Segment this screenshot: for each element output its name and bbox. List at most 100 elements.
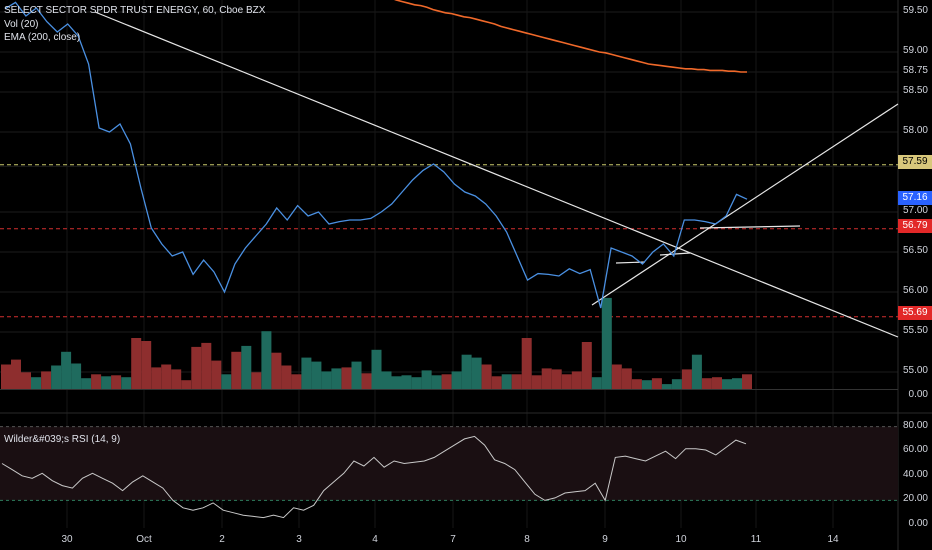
volume-bar xyxy=(511,374,522,389)
price-tick-label: 55.50 xyxy=(902,325,928,336)
volume-bars xyxy=(0,297,898,390)
volume-bar xyxy=(191,346,202,389)
volume-bar xyxy=(151,367,162,389)
volume-bar xyxy=(371,349,382,389)
volume-bar xyxy=(11,359,21,389)
volume-bar xyxy=(531,375,542,389)
rsi-band xyxy=(0,426,898,501)
volume-bar xyxy=(161,364,172,389)
volume-bar xyxy=(701,378,712,389)
volume-bar xyxy=(321,371,332,389)
time-tick-label: 2 xyxy=(219,534,225,545)
volume-tick-label: 0.00 xyxy=(908,389,928,400)
price-tick-label: 57.00 xyxy=(902,205,928,216)
volume-bar xyxy=(91,374,102,389)
volume-bar xyxy=(291,374,302,389)
volume-bar xyxy=(131,338,142,389)
volume-bar xyxy=(431,375,442,389)
volume-bar xyxy=(671,379,682,389)
volume-bar xyxy=(331,368,342,389)
volume-bar xyxy=(171,369,182,389)
volume-bar xyxy=(121,377,132,389)
volume-bar xyxy=(141,341,152,389)
price-badge: 57.16 xyxy=(898,191,932,205)
rsi-tick-label: 0.00 xyxy=(908,518,928,529)
time-tick-label: 7 xyxy=(450,534,456,545)
symbol-legend[interactable]: SELECT SECTOR SPDR TRUST ENERGY, 60, Cbo… xyxy=(4,5,266,16)
rsi-pane xyxy=(0,426,898,519)
volume-bar xyxy=(71,363,82,389)
volume-bar xyxy=(1,364,11,389)
time-tick-label: 4 xyxy=(372,534,378,545)
volume-bar xyxy=(722,379,732,389)
volume-bar xyxy=(611,364,622,389)
volume-bar xyxy=(271,352,282,389)
volume-bar xyxy=(311,361,322,389)
trendlines xyxy=(94,11,899,338)
volume-bar xyxy=(471,357,482,389)
price-tick-label: 58.50 xyxy=(902,85,928,96)
volume-bar xyxy=(521,338,532,389)
volume-bar xyxy=(451,371,462,389)
volume-bar xyxy=(742,374,752,389)
volume-bar xyxy=(691,354,702,389)
rsi-tick-label: 40.00 xyxy=(902,468,928,480)
volume-bar xyxy=(181,380,192,389)
volume-bar xyxy=(51,365,62,389)
rsi-tick-label: 60.00 xyxy=(902,444,928,456)
volume-bar xyxy=(561,374,572,389)
price-badge: 55.69 xyxy=(898,306,932,320)
time-tick-label: 14 xyxy=(827,534,839,545)
price-tick-label: 56.50 xyxy=(902,245,928,256)
volume-bar xyxy=(571,371,582,389)
volume-bar xyxy=(712,377,722,389)
price-tick-label: 56.00 xyxy=(902,285,928,296)
volume-bar xyxy=(641,380,652,389)
volume-bar xyxy=(281,365,292,389)
volume-bar xyxy=(441,374,452,389)
volume-bar xyxy=(591,377,602,389)
volume-bar xyxy=(461,354,472,389)
volume-bar xyxy=(111,375,122,389)
volume-bar xyxy=(361,373,372,389)
price-series xyxy=(4,0,748,309)
time-tick-label: Oct xyxy=(136,534,152,545)
volume-bar xyxy=(601,297,612,389)
price-badge: 56.79 xyxy=(898,219,932,233)
volume-bar xyxy=(551,369,562,389)
volume-bar xyxy=(581,342,592,389)
volume-bar xyxy=(231,351,242,389)
trendline xyxy=(591,103,899,306)
volume-bar xyxy=(211,360,222,389)
volume-bar xyxy=(381,371,392,389)
time-tick-label: 10 xyxy=(675,534,687,545)
volume-bar xyxy=(631,379,642,389)
volume-bar xyxy=(621,368,632,389)
volume-bar xyxy=(421,370,432,389)
price-tick-label: 58.75 xyxy=(902,65,928,76)
time-tick-label: 3 xyxy=(296,534,302,545)
volume-bar xyxy=(81,378,92,389)
time-tick-label: 8 xyxy=(524,534,530,545)
price-badge: 57.59 xyxy=(898,155,932,169)
volume-bar xyxy=(31,377,41,389)
volume-bar xyxy=(501,374,512,389)
volume-bar xyxy=(221,374,232,389)
horizontal-levels xyxy=(0,164,898,318)
volume-bar xyxy=(61,351,72,389)
volume-bar xyxy=(341,367,352,389)
price-line xyxy=(4,1,748,309)
volume-bar xyxy=(101,376,112,389)
ema-line xyxy=(393,0,747,73)
price-tick-label: 59.00 xyxy=(902,45,928,56)
time-tick-label: 30 xyxy=(61,534,73,545)
ema-legend[interactable]: EMA (200, close) xyxy=(4,32,81,43)
rsi-legend[interactable]: Wilder&#039;s RSI (14, 9) xyxy=(4,434,121,445)
volume-bar xyxy=(21,372,31,389)
volume-legend[interactable]: Vol (20) xyxy=(4,19,39,30)
rsi-tick-label: 80.00 xyxy=(902,419,928,431)
volume-bar xyxy=(651,378,662,389)
rsi-tick-label: 20.00 xyxy=(902,493,928,505)
volume-bar xyxy=(351,361,362,389)
volume-bar xyxy=(261,331,272,389)
